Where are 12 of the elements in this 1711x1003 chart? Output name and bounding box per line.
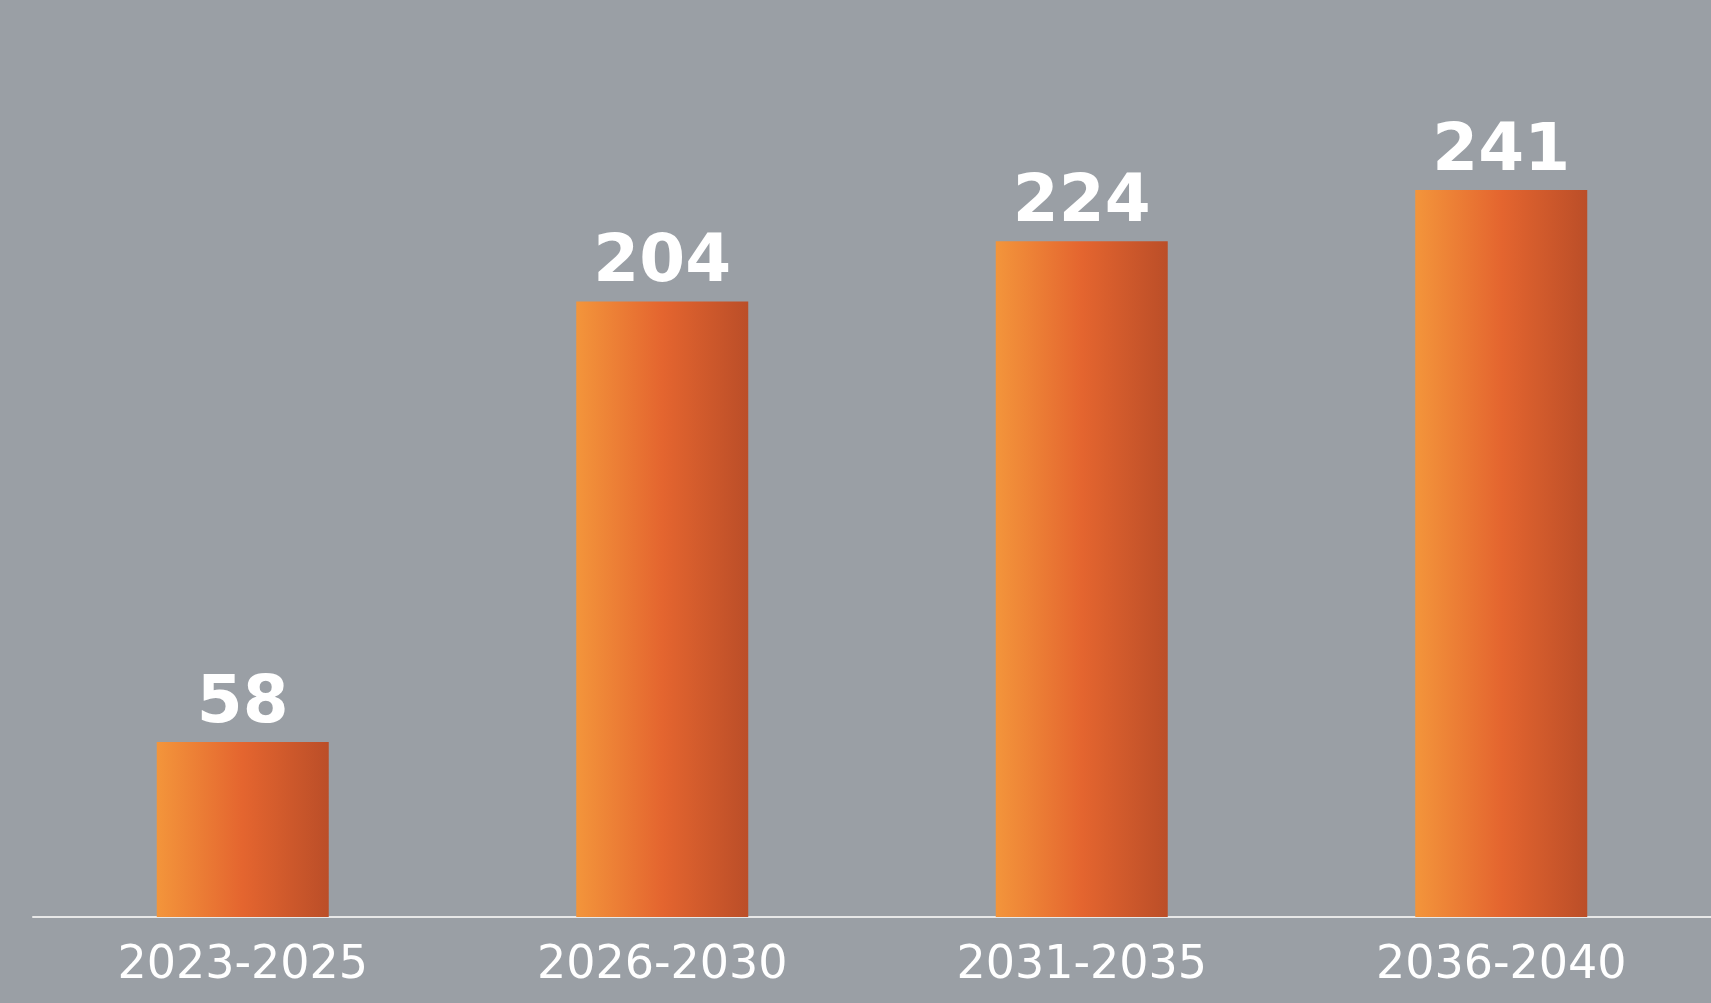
bar — [576, 301, 749, 917]
x-tick-label: 2026-2030 — [536, 935, 788, 989]
bar — [1415, 190, 1588, 917]
data-label: 241 — [1432, 108, 1571, 186]
data-label: 58 — [196, 660, 289, 738]
x-tick-label: 2036-2040 — [1375, 935, 1627, 989]
bar — [156, 742, 329, 917]
x-tick-label: 2023-2025 — [117, 935, 369, 989]
x-tick-label: 2031-2035 — [956, 935, 1208, 989]
bar — [995, 241, 1168, 917]
data-label: 204 — [593, 220, 732, 298]
data-label: 224 — [1012, 159, 1151, 237]
